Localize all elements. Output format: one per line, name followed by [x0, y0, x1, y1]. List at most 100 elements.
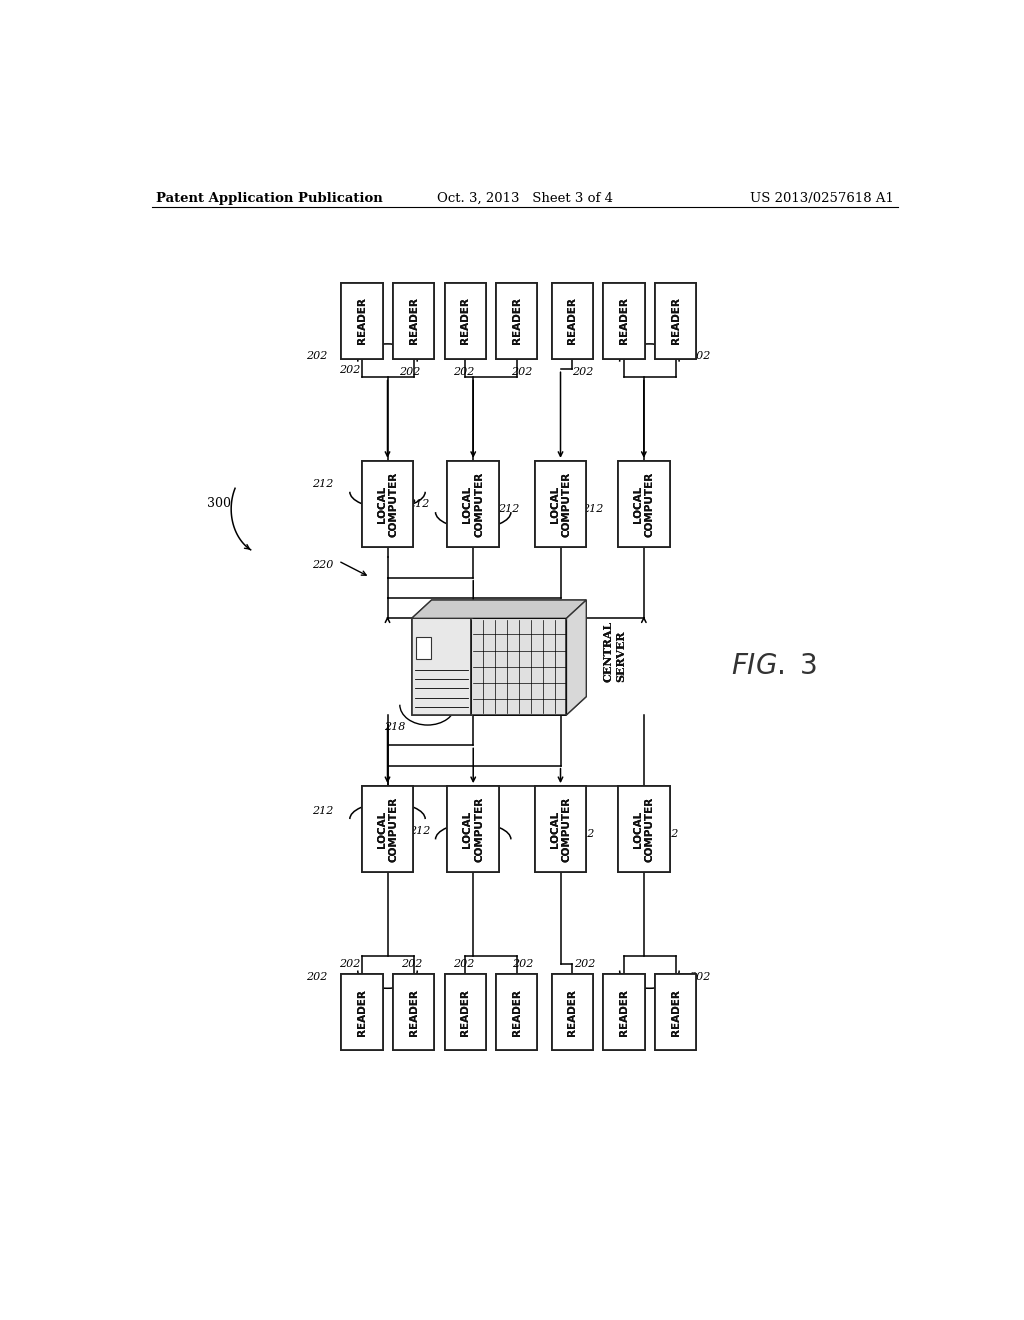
Text: 202: 202 — [453, 960, 474, 969]
Text: 202: 202 — [453, 367, 474, 376]
FancyBboxPatch shape — [618, 461, 670, 548]
Text: READER: READER — [357, 989, 368, 1036]
FancyBboxPatch shape — [361, 785, 414, 873]
Text: 212: 212 — [311, 479, 333, 488]
FancyBboxPatch shape — [497, 974, 538, 1051]
Bar — [471, 618, 566, 715]
FancyBboxPatch shape — [497, 282, 538, 359]
Text: 202: 202 — [340, 364, 360, 375]
FancyBboxPatch shape — [618, 785, 670, 873]
FancyBboxPatch shape — [393, 974, 434, 1051]
FancyBboxPatch shape — [552, 282, 593, 359]
FancyBboxPatch shape — [618, 461, 670, 548]
Text: READER: READER — [409, 297, 419, 345]
Text: 202: 202 — [306, 972, 328, 982]
FancyBboxPatch shape — [393, 282, 434, 359]
Polygon shape — [566, 601, 587, 715]
Text: 202: 202 — [513, 960, 534, 969]
Text: READER: READER — [512, 989, 522, 1036]
Text: READER: READER — [460, 989, 470, 1036]
Text: 300: 300 — [207, 498, 231, 511]
Text: LOCAL
COMPUTER: LOCAL COMPUTER — [463, 471, 484, 537]
Text: LOCAL
COMPUTER: LOCAL COMPUTER — [463, 796, 484, 862]
FancyBboxPatch shape — [447, 785, 499, 873]
Text: READER: READER — [618, 989, 629, 1036]
FancyBboxPatch shape — [655, 282, 696, 359]
FancyBboxPatch shape — [444, 974, 486, 1051]
Text: READER: READER — [460, 297, 470, 345]
Text: READER: READER — [357, 989, 368, 1036]
Text: LOCAL
COMPUTER: LOCAL COMPUTER — [463, 471, 484, 537]
Text: READER: READER — [618, 297, 629, 345]
Text: READER: READER — [460, 297, 470, 345]
Text: 212: 212 — [572, 829, 594, 840]
FancyBboxPatch shape — [535, 785, 587, 873]
Text: LOCAL
COMPUTER: LOCAL COMPUTER — [550, 796, 571, 862]
Text: READER: READER — [460, 989, 470, 1036]
Text: 202: 202 — [689, 351, 710, 360]
Text: READER: READER — [567, 989, 578, 1036]
Bar — [412, 618, 471, 715]
FancyBboxPatch shape — [497, 974, 538, 1051]
FancyBboxPatch shape — [603, 282, 645, 359]
Text: LOCAL
COMPUTER: LOCAL COMPUTER — [377, 471, 398, 537]
Text: LOCAL
COMPUTER: LOCAL COMPUTER — [463, 796, 484, 862]
Text: US 2013/0257618 A1: US 2013/0257618 A1 — [750, 191, 894, 205]
Text: $\mathit{FIG.\ 3}$: $\mathit{FIG.\ 3}$ — [731, 653, 817, 680]
Text: 202: 202 — [340, 960, 360, 969]
Text: READER: READER — [618, 297, 629, 345]
Text: READER: READER — [357, 297, 368, 345]
Bar — [417, 636, 431, 659]
Polygon shape — [412, 601, 587, 618]
Text: CENTRAL
SERVER: CENTRAL SERVER — [602, 620, 626, 682]
Text: 212: 212 — [409, 826, 430, 837]
FancyBboxPatch shape — [341, 974, 383, 1051]
Bar — [471, 618, 566, 715]
Text: 220: 220 — [311, 560, 333, 570]
Text: LOCAL
COMPUTER: LOCAL COMPUTER — [377, 471, 398, 537]
Text: 202: 202 — [573, 960, 595, 969]
FancyBboxPatch shape — [341, 282, 383, 359]
FancyBboxPatch shape — [497, 282, 538, 359]
Text: READER: READER — [409, 989, 419, 1036]
Bar — [412, 618, 471, 715]
FancyBboxPatch shape — [341, 282, 383, 359]
Text: READER: READER — [567, 297, 578, 345]
Text: 212: 212 — [582, 504, 603, 513]
Text: 202: 202 — [306, 351, 328, 360]
Text: LOCAL
COMPUTER: LOCAL COMPUTER — [377, 796, 398, 862]
Text: 202: 202 — [572, 367, 594, 376]
Text: 212: 212 — [408, 499, 429, 510]
FancyBboxPatch shape — [341, 974, 383, 1051]
Text: 202: 202 — [689, 972, 710, 982]
Text: Oct. 3, 2013   Sheet 3 of 4: Oct. 3, 2013 Sheet 3 of 4 — [437, 191, 612, 205]
FancyBboxPatch shape — [361, 461, 414, 548]
Text: 202: 202 — [399, 367, 421, 376]
Text: LOCAL
COMPUTER: LOCAL COMPUTER — [633, 471, 654, 537]
FancyBboxPatch shape — [447, 461, 499, 548]
Text: READER: READER — [567, 297, 578, 345]
Text: READER: READER — [618, 989, 629, 1036]
FancyBboxPatch shape — [552, 974, 593, 1051]
Text: READER: READER — [671, 989, 681, 1036]
Text: 202: 202 — [400, 960, 422, 969]
FancyBboxPatch shape — [535, 785, 587, 873]
FancyBboxPatch shape — [361, 461, 414, 548]
Bar — [417, 636, 431, 659]
FancyBboxPatch shape — [393, 974, 434, 1051]
Text: READER: READER — [671, 989, 681, 1036]
Text: READER: READER — [567, 989, 578, 1036]
Text: READER: READER — [671, 297, 681, 345]
Text: 212: 212 — [499, 504, 519, 513]
Text: CENTRAL
SERVER: CENTRAL SERVER — [602, 620, 626, 682]
FancyBboxPatch shape — [655, 282, 696, 359]
FancyBboxPatch shape — [603, 974, 645, 1051]
Text: READER: READER — [409, 297, 419, 345]
FancyBboxPatch shape — [393, 282, 434, 359]
Polygon shape — [412, 601, 587, 618]
FancyBboxPatch shape — [361, 785, 414, 873]
FancyBboxPatch shape — [535, 461, 587, 548]
FancyBboxPatch shape — [552, 282, 593, 359]
Text: LOCAL
COMPUTER: LOCAL COMPUTER — [550, 471, 571, 537]
Text: LOCAL
COMPUTER: LOCAL COMPUTER — [550, 471, 571, 537]
